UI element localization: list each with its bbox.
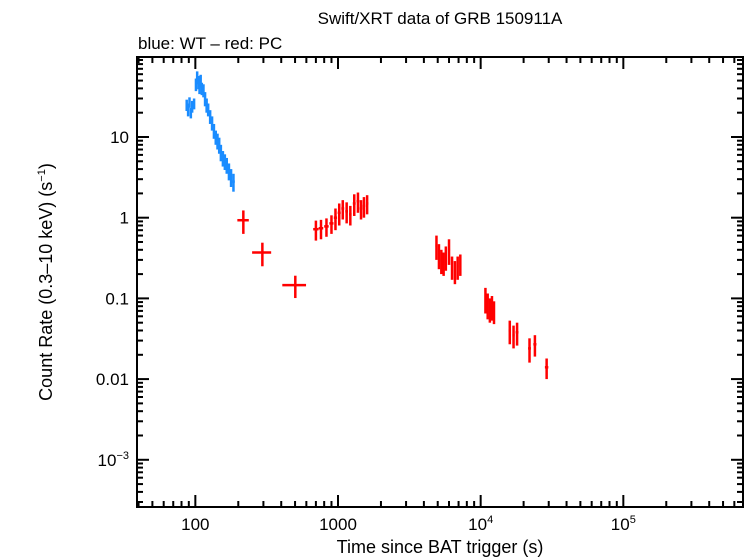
plot-frame	[136, 56, 744, 508]
x-tick-label: 104	[468, 514, 493, 534]
data-point	[440, 249, 443, 275]
data-point	[318, 219, 324, 240]
data-point	[490, 296, 494, 321]
x-tick-label: 105	[611, 514, 636, 534]
data-point	[202, 84, 205, 98]
y-tick-label: 0.01	[96, 370, 129, 389]
data-point	[365, 195, 369, 215]
data-point	[442, 252, 445, 276]
data-point	[188, 97, 191, 108]
data-point	[221, 151, 225, 167]
data-point	[200, 82, 204, 96]
data-point	[341, 200, 345, 220]
data-point	[237, 210, 249, 234]
data-point	[435, 235, 438, 260]
data-point	[447, 239, 451, 265]
data-point	[356, 192, 360, 213]
data-point	[313, 220, 319, 241]
data-point	[352, 194, 356, 216]
data-point	[229, 169, 233, 188]
series-wt	[185, 71, 235, 192]
series-pc	[237, 192, 549, 380]
y-tick-label: 10	[110, 128, 129, 147]
data-point	[225, 157, 228, 174]
data-point	[282, 275, 307, 299]
data-point	[206, 103, 210, 117]
data-point	[333, 208, 338, 231]
data-point	[456, 256, 459, 280]
data-point	[450, 256, 454, 280]
y-tick-label: 1	[120, 209, 129, 228]
y-tick-label: 0.1	[105, 289, 129, 308]
data-point	[512, 325, 515, 349]
data-point	[349, 205, 352, 226]
data-point	[192, 98, 196, 110]
data-point	[544, 358, 549, 380]
chart-subtitle: blue: WT – red: PC	[138, 34, 282, 53]
data-point	[210, 116, 214, 131]
data-point	[488, 298, 492, 323]
x-tick-label: 100	[181, 515, 209, 534]
data-point	[324, 218, 329, 237]
data-point	[186, 103, 190, 117]
x-tick-label: 1000	[319, 515, 357, 534]
data-point	[219, 144, 223, 162]
data-point	[190, 100, 194, 113]
x-axis-label: Time since BAT trigger (s)	[337, 537, 544, 557]
data-point	[533, 335, 537, 357]
y-tick-label: 10−3	[98, 450, 129, 470]
data-point	[329, 215, 334, 234]
data-point	[359, 200, 363, 220]
data-point	[486, 293, 489, 320]
data-point	[528, 338, 531, 363]
data-point	[223, 154, 227, 170]
data-point	[515, 322, 519, 346]
data-point	[453, 261, 457, 285]
data-point	[484, 287, 487, 314]
data-point	[362, 197, 366, 218]
data-point	[208, 110, 212, 124]
y-axis-label: Count Rate (0.3–10 keV) (s−1)	[36, 163, 56, 401]
data-point	[444, 246, 448, 271]
data-point	[227, 163, 231, 181]
data-point	[459, 254, 462, 276]
data-point	[492, 301, 496, 325]
data-point	[345, 202, 348, 224]
data-point	[337, 203, 341, 226]
chart-title: Swift/XRT data of GRB 150911A	[318, 9, 563, 28]
data-point	[252, 242, 272, 267]
data-point	[232, 173, 235, 192]
data-point	[437, 244, 441, 270]
data-point	[508, 320, 512, 345]
